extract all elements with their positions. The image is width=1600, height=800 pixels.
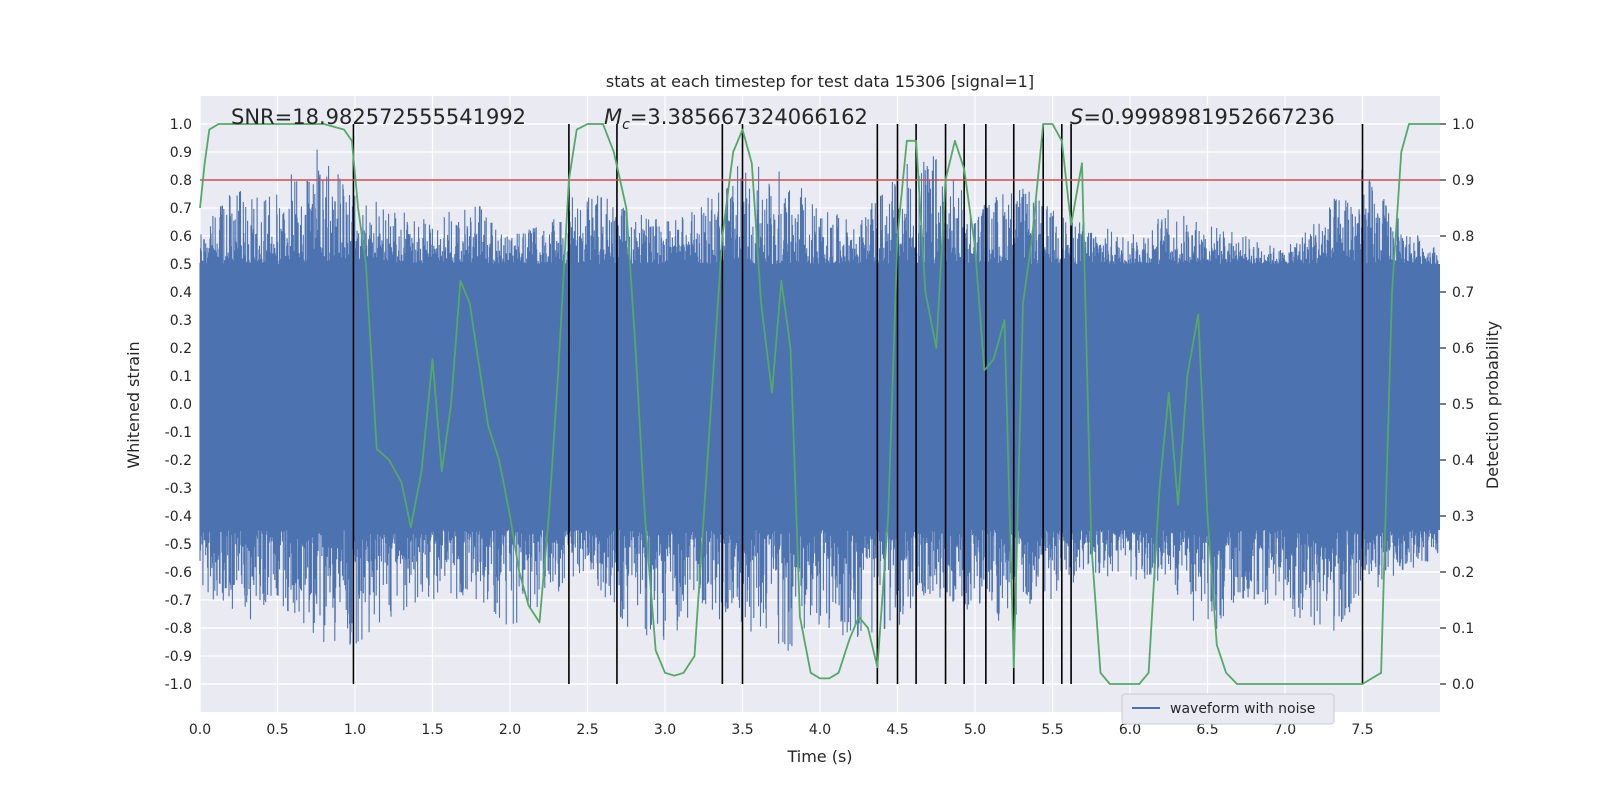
y-tick-label-4: 0.6 bbox=[170, 229, 192, 245]
y2-axis-label: Detection probability bbox=[1483, 321, 1502, 489]
y2-tick-label-7: 0.3 bbox=[1452, 509, 1474, 525]
y2-tick-label-0: 1.0 bbox=[1452, 117, 1474, 133]
y2-tick-label-3: 0.7 bbox=[1452, 285, 1474, 301]
probability-line bbox=[199, 123, 1440, 685]
y2-tick-label-1: 0.9 bbox=[1452, 173, 1474, 189]
probability-series bbox=[199, 123, 1440, 685]
y-tick-label-11: -0.1 bbox=[165, 425, 192, 441]
y-tick-label-6: 0.4 bbox=[170, 285, 192, 301]
y2-tick-labels: 1.0 0.9 0.8 0.7 0.6 0.5 0.4 0.3 0.2 0.1 0.0 bbox=[1440, 117, 1474, 693]
y-tick-label-16: -0.6 bbox=[165, 565, 192, 581]
x-tick-labels: 0.0 0.5 1.0 1.5 2.0 2.5 3.0 3.5 4.0 4.5 5.0 5.5 6.0 6… bbox=[189, 722, 1374, 738]
y-tick-label-18: -0.8 bbox=[165, 621, 192, 637]
chirp-mass-value: =3.385667324066162 bbox=[630, 105, 868, 129]
waveform-series bbox=[199, 149, 1440, 651]
chirp-mass-subscript: c bbox=[622, 117, 630, 133]
y2-tick-label-4: 0.6 bbox=[1452, 341, 1474, 357]
y-tick-label-19: -0.9 bbox=[165, 649, 192, 665]
y2-tick-label-5: 0.5 bbox=[1452, 397, 1474, 413]
significance-annotation: S=0.9998981952667236 bbox=[1070, 105, 1335, 129]
y2-tick-label-8: 0.2 bbox=[1452, 565, 1474, 581]
x-tick-label-11: 5.5 bbox=[1041, 722, 1063, 738]
y-tick-label-17: -0.7 bbox=[165, 593, 192, 609]
chirp-mass-symbol: M bbox=[604, 105, 622, 129]
x-tick-label-14: 7.0 bbox=[1274, 722, 1296, 738]
y-tick-label-2: 0.8 bbox=[170, 173, 192, 189]
chirp-mass-annotation: Mc=3.385667324066162 bbox=[604, 105, 868, 133]
x-tick-label-9: 4.5 bbox=[886, 722, 908, 738]
y2-tick-label-10: 0.0 bbox=[1452, 677, 1474, 693]
x-tick-label-7: 3.5 bbox=[731, 722, 753, 738]
y-tick-label-20: -1.0 bbox=[165, 677, 192, 693]
snr-annotation: SNR=18.982572555541992 bbox=[231, 105, 526, 129]
y-tick-label-5: 0.5 bbox=[170, 257, 192, 273]
significance-value: =0.9998981952667236 bbox=[1083, 105, 1334, 129]
y-tick-label-7: 0.3 bbox=[170, 313, 192, 329]
waveform-trace bbox=[199, 149, 1439, 651]
legend-box bbox=[1121, 693, 1335, 725]
legend-label: waveform with noise bbox=[1170, 701, 1315, 717]
y-tick-label-1: 0.9 bbox=[170, 145, 192, 161]
y-tick-label-10: 0.0 bbox=[170, 397, 192, 413]
y-tick-label-14: -0.4 bbox=[165, 509, 192, 525]
x-tick-label-8: 4.0 bbox=[809, 722, 831, 738]
y2-tick-label-2: 0.8 bbox=[1452, 229, 1474, 245]
y-tick-label-13: -0.3 bbox=[165, 481, 192, 497]
x-tick-label-2: 1.0 bbox=[344, 722, 366, 738]
x-axis-label: Time (s) bbox=[786, 747, 852, 766]
x-tick-label-12: 6.0 bbox=[1119, 722, 1141, 738]
x-tick-label-6: 3.0 bbox=[654, 722, 676, 738]
x-tick-label-10: 5.0 bbox=[964, 722, 986, 738]
y-axis-label: Whitened strain bbox=[124, 341, 143, 468]
y-tick-label-9: 0.1 bbox=[170, 369, 192, 385]
x-tick-label-1: 0.5 bbox=[266, 722, 288, 738]
y-tick-label-0: 1.0 bbox=[170, 117, 192, 133]
x-tick-label-4: 2.0 bbox=[499, 722, 521, 738]
y-tick-label-3: 0.7 bbox=[170, 201, 192, 217]
y-tick-labels: 1.0 0.9 0.8 0.7 0.6 0.5 0.4 0.3 0.2 0.1 0.0 -0.1 -0.… bbox=[165, 117, 192, 693]
x-tick-label-13: 6.5 bbox=[1196, 722, 1218, 738]
y-tick-label-15: -0.5 bbox=[165, 537, 192, 553]
y-tick-label-8: 0.2 bbox=[170, 341, 192, 357]
x-tick-label-0: 0.0 bbox=[189, 722, 211, 738]
x-tick-label-5: 2.5 bbox=[576, 722, 598, 738]
y2-tick-label-9: 0.1 bbox=[1452, 621, 1474, 637]
y-tick-label-12: -0.2 bbox=[165, 453, 192, 469]
x-tick-label-15: 7.5 bbox=[1351, 722, 1373, 738]
chart-title: stats at each timestep for test data 153… bbox=[606, 72, 1034, 91]
y2-tick-label-6: 0.4 bbox=[1452, 453, 1474, 469]
x-tick-label-3: 1.5 bbox=[421, 722, 443, 738]
significance-symbol: S bbox=[1070, 105, 1083, 129]
legend: waveform with noise bbox=[1121, 693, 1335, 725]
vertical-lines bbox=[352, 124, 1364, 684]
